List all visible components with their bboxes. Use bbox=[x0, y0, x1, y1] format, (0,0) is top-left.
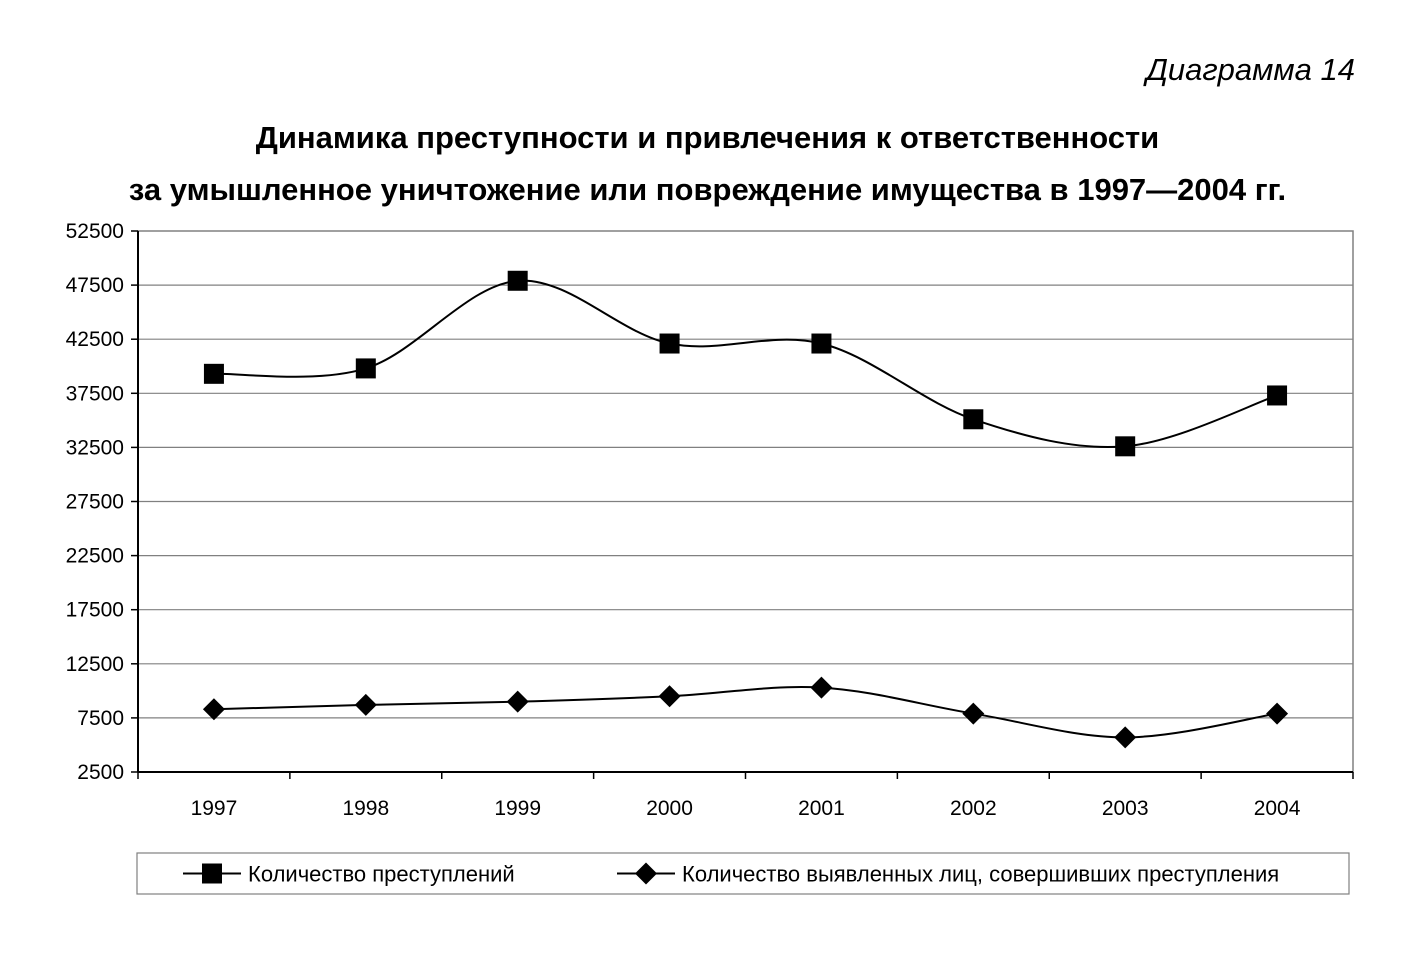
square-marker bbox=[507, 270, 528, 291]
x-tick-label: 2001 bbox=[798, 797, 845, 820]
square-marker bbox=[1115, 436, 1136, 457]
x-tick-label: 2004 bbox=[1254, 797, 1301, 820]
grid-lines bbox=[138, 284, 1353, 719]
axes: 52500 47500 42500 37500 32500 27500 22500 17500… bbox=[66, 220, 1354, 820]
x-tick-label: 1999 bbox=[494, 797, 541, 820]
x-tick-label: 2003 bbox=[1102, 797, 1149, 820]
diamond-marker bbox=[506, 690, 529, 713]
legend-entry: Количество преступлений bbox=[183, 862, 515, 887]
legend-diamond-marker bbox=[635, 862, 657, 885]
chart-title: Динамика преступности и привлечения к от… bbox=[0, 112, 1415, 216]
y-tick-label: 22500 bbox=[66, 545, 124, 568]
series-line bbox=[213, 686, 1278, 739]
series-crimes bbox=[203, 270, 1288, 457]
square-marker bbox=[203, 363, 224, 384]
y-tick-label: 52500 bbox=[66, 220, 124, 243]
diamond-marker bbox=[1114, 726, 1137, 749]
series-persons bbox=[202, 676, 1289, 749]
y-tick-label: 37500 bbox=[66, 382, 124, 405]
chart-title-line-1: Динамика преступности и привлечения к от… bbox=[255, 120, 1160, 155]
legend-frame bbox=[136, 852, 1350, 895]
x-tick-label: 1998 bbox=[342, 797, 389, 820]
diamond-marker bbox=[202, 698, 225, 721]
y-tick-label: 2500 bbox=[77, 761, 124, 784]
square-marker bbox=[1267, 385, 1288, 406]
square-marker bbox=[963, 409, 984, 430]
y-tick-label: 32500 bbox=[66, 436, 124, 459]
diagram-caption: Диаграмма 14 bbox=[1146, 52, 1355, 87]
legend-label: Количество выявленных лиц, совершивших п… bbox=[682, 862, 1279, 887]
series-layer bbox=[202, 270, 1289, 749]
diamond-marker bbox=[354, 693, 377, 716]
x-tick-label: 2002 bbox=[950, 797, 997, 820]
x-tick-label: 1997 bbox=[191, 797, 238, 820]
square-marker bbox=[355, 358, 376, 379]
legend-square-marker bbox=[202, 863, 222, 884]
diamond-marker bbox=[1266, 702, 1289, 725]
diamond-marker bbox=[810, 676, 833, 699]
diamond-marker bbox=[658, 685, 681, 708]
legend: Количество преступлений Количество выявле… bbox=[136, 852, 1350, 895]
x-tick-label: 2000 bbox=[646, 797, 693, 820]
y-tick-label: 7500 bbox=[77, 707, 124, 730]
y-tick-label: 17500 bbox=[66, 599, 124, 622]
square-marker bbox=[659, 333, 680, 354]
y-tick-label: 47500 bbox=[66, 274, 124, 297]
y-tick-label: 12500 bbox=[66, 653, 124, 676]
legend-label: Количество преступлений bbox=[248, 862, 515, 887]
y-tick-label: 42500 bbox=[66, 328, 124, 351]
series-line bbox=[213, 279, 1278, 448]
legend-entry: Количество выявленных лиц, совершивших п… bbox=[617, 862, 1279, 887]
diamond-marker bbox=[962, 702, 985, 725]
chart-title-line-2: за умышленное уничтожение или повреждени… bbox=[128, 172, 1287, 207]
y-tick-label: 27500 bbox=[66, 491, 124, 514]
square-marker bbox=[811, 333, 832, 354]
